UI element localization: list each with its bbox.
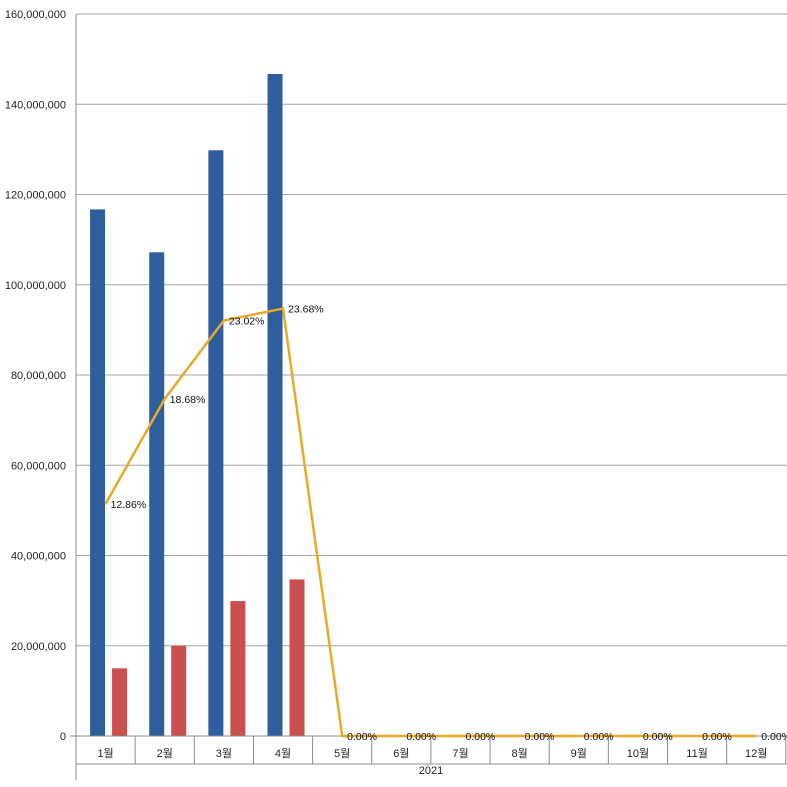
y-tick-label: 140,000,000 — [5, 99, 66, 111]
x-tick-label: 1월 — [97, 747, 113, 760]
y-tick-label: 120,000,000 — [5, 190, 66, 202]
bar — [112, 668, 128, 736]
bar — [267, 74, 283, 737]
bar — [230, 601, 246, 736]
percent-label: 12.86% — [111, 499, 147, 511]
y-tick-label: 160,000,000 — [5, 9, 66, 21]
line-series — [104, 307, 757, 738]
x-tick-label: 9월 — [571, 747, 587, 760]
x-axis-tick-labels: 1월 2월 3월 4월 5월 6월 7월 8월 9월 10월 11월 12월 — [97, 747, 767, 760]
line-data-labels: 12.86% 18.68% 23.02% 23.68% 0.00% 0.00% 0.00% 0… — [111, 304, 787, 743]
y-tick-label: 100,000,000 — [5, 280, 66, 292]
percent-label: 0.00% — [702, 731, 732, 743]
bars — [90, 74, 305, 737]
x-tick-label: 5월 — [334, 747, 350, 760]
percent-label: 0.00% — [525, 731, 555, 743]
x-axis-group-label: 2021 — [419, 765, 443, 777]
gridlines — [76, 13, 787, 647]
y-axis-tick-labels: 0 20,000,000 40,000,000 60,000,000 80,000,00… — [5, 9, 66, 743]
line-path — [104, 307, 757, 738]
x-tick-label: 12월 — [745, 747, 767, 760]
percent-label: 23.02% — [229, 315, 265, 327]
y-tick-label: 20,000,000 — [11, 641, 66, 653]
percent-label: 0.00% — [643, 731, 673, 743]
x-tick-label: 2월 — [157, 747, 173, 760]
percent-label: 23.68% — [288, 304, 324, 316]
percent-label: 0.00% — [347, 731, 377, 743]
x-tick-label: 6월 — [393, 747, 409, 760]
x-tick-label: 8월 — [512, 747, 528, 760]
percent-label: 0.00% — [761, 731, 787, 743]
percent-label: 18.68% — [170, 394, 206, 406]
percent-label: 0.00% — [584, 731, 614, 743]
x-tick-label: 11월 — [686, 747, 708, 760]
percent-label: 0.00% — [406, 731, 436, 743]
x-tick-label: 7월 — [452, 747, 468, 760]
bar — [171, 645, 187, 736]
y-tick-label: 60,000,000 — [11, 460, 66, 472]
x-tick-label: 10월 — [627, 747, 649, 760]
y-tick-label: 80,000,000 — [11, 370, 66, 382]
x-tick-label: 3월 — [216, 747, 232, 760]
bar — [208, 150, 224, 737]
y-tick-label: 40,000,000 — [11, 551, 66, 563]
bar — [149, 252, 165, 736]
bar — [90, 209, 106, 737]
bar — [289, 579, 305, 736]
y-tick-label: 0 — [60, 731, 66, 743]
percent-label: 0.00% — [465, 731, 495, 743]
x-tick-label: 4월 — [275, 747, 291, 760]
